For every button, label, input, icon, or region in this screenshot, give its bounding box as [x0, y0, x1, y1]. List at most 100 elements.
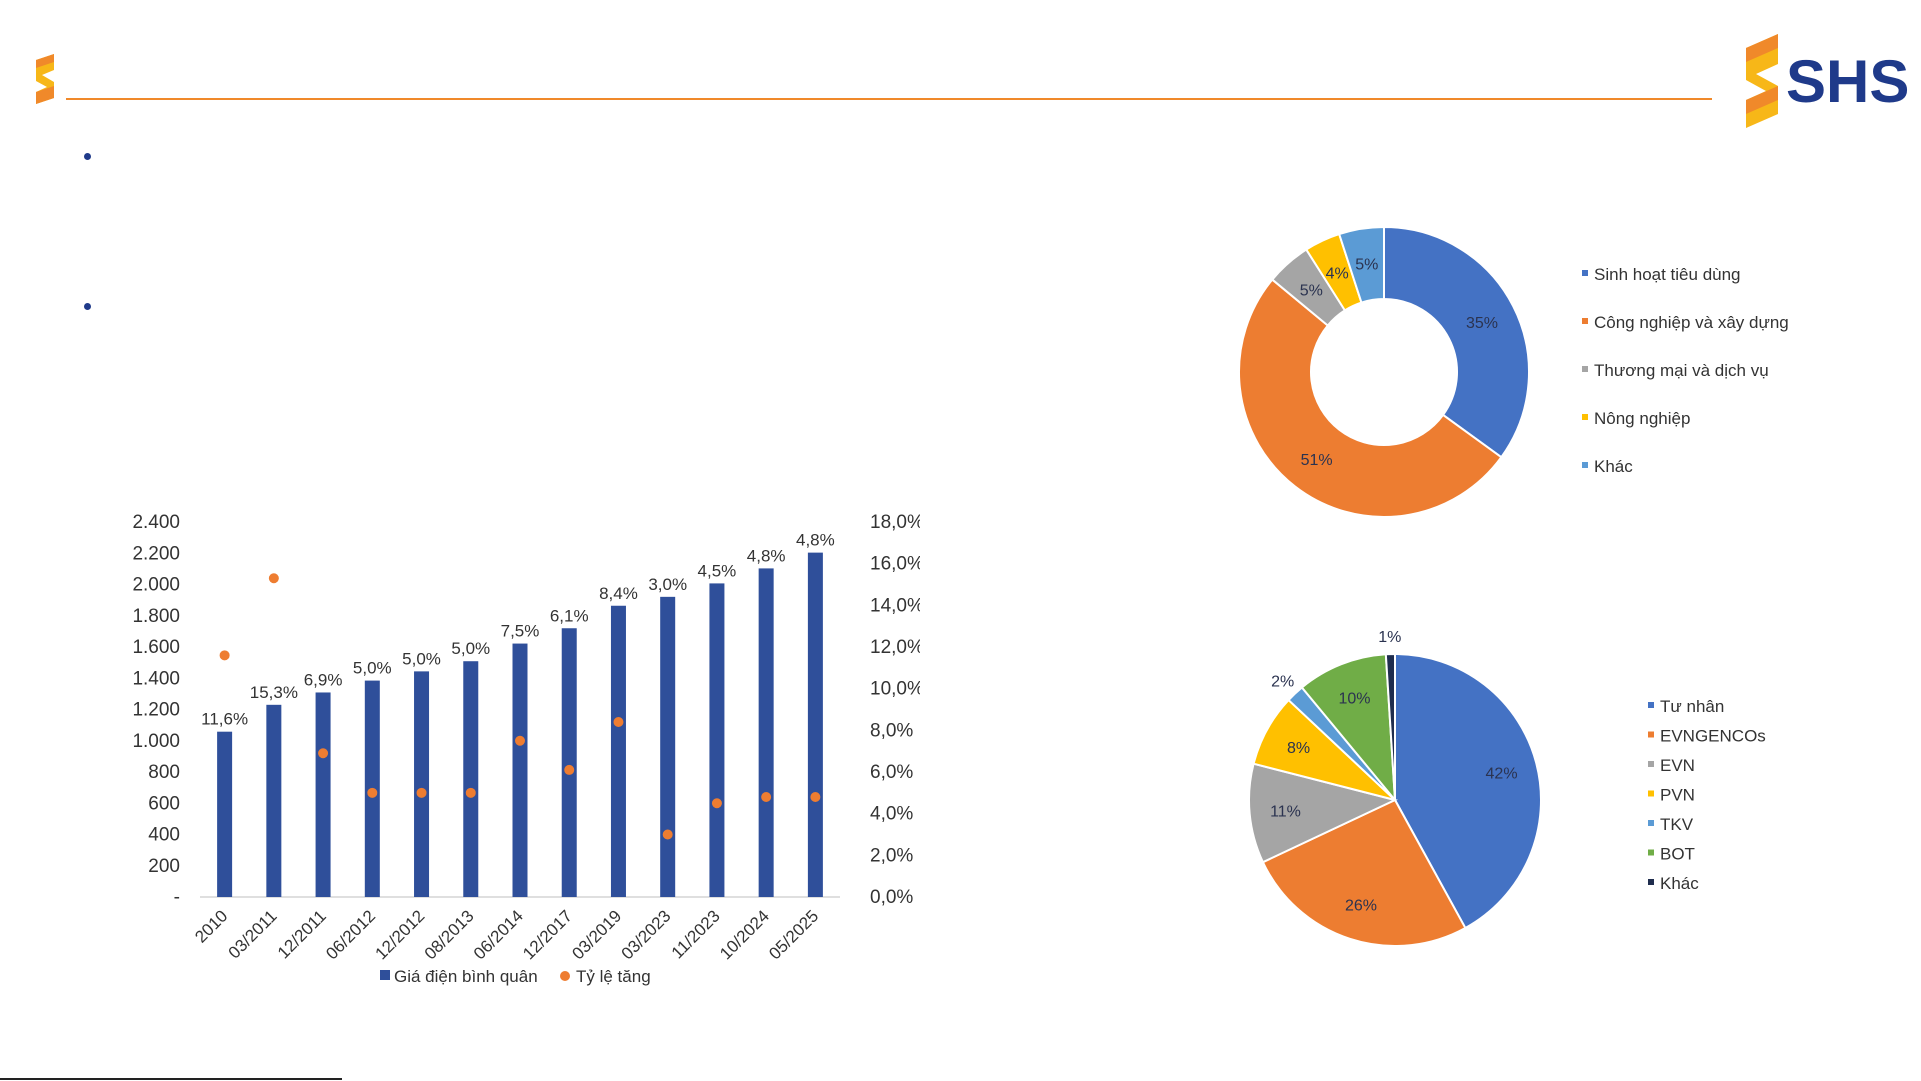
legend-swatch [1648, 790, 1654, 797]
slice-data-label: 11% [1270, 803, 1301, 820]
growth-data-label: 15,3% [250, 683, 298, 702]
legend-swatch-bar [380, 970, 390, 980]
legend-label: Công nghiệp và xây dựng [1594, 313, 1789, 332]
growth-data-label: 4,5% [698, 561, 737, 580]
legend-label: Thương mại và dịch vụ [1594, 361, 1769, 380]
price-bar [561, 628, 577, 897]
legend-label: Tư nhân [1660, 697, 1724, 716]
legend-label: PVN [1660, 786, 1695, 805]
legend-swatch [1648, 879, 1654, 885]
x-tick-label: 03/2011 [225, 906, 281, 962]
y-right-tick-label: 18,0% [870, 512, 920, 533]
growth-data-label: 3,0% [648, 575, 687, 594]
y-left-tick-label: 1.800 [132, 606, 180, 627]
legend-swatch [1648, 820, 1654, 826]
legend-label: Khác [1660, 874, 1699, 893]
x-tick-label: 03/2019 [568, 906, 625, 963]
legend-swatch [1648, 702, 1654, 708]
y-left-tick-label: 400 [148, 825, 180, 846]
growth-point [367, 787, 378, 798]
legend-label: Nông nghiệp [1594, 409, 1690, 428]
y-left-tick-label: 1.400 [132, 668, 180, 689]
legend-swatch [1582, 318, 1588, 324]
y-right-tick-label: 10,0% [870, 679, 920, 700]
x-tick-label: 11/2023 [668, 906, 724, 962]
slice-data-label: 42% [1486, 766, 1518, 783]
growth-point [662, 829, 673, 840]
y-left-tick-label: 2.400 [132, 512, 180, 533]
growth-point [219, 650, 230, 661]
slice-data-label: 26% [1345, 898, 1377, 915]
legend-swatch [1582, 366, 1588, 372]
growth-point [761, 792, 772, 802]
growth-point [613, 717, 624, 727]
legend-label: Giá điện bình quân [394, 967, 538, 986]
price-bar [709, 583, 725, 897]
growth-data-label: 4,8% [796, 531, 835, 550]
price-bar [512, 643, 528, 897]
y-right-tick-label: 2,0% [870, 845, 913, 866]
x-tick-label: 08/2013 [421, 906, 478, 963]
y-right-tick-label: 14,0% [870, 595, 920, 616]
growth-point [416, 787, 427, 798]
y-right-tick-label: 8,0% [870, 720, 913, 741]
header-divider [66, 98, 1712, 100]
y-left-tick-label: - [174, 887, 180, 908]
legend-label: BOT [1660, 845, 1695, 864]
slice-data-label: 51% [1301, 452, 1333, 469]
y-right-tick-label: 6,0% [870, 762, 913, 783]
slice-data-label: 1% [1378, 629, 1401, 646]
legend-swatch [1582, 414, 1588, 420]
y-left-tick-label: 2.000 [132, 575, 180, 596]
legend-label: Tỷ lệ tăng [576, 967, 651, 986]
pie-slice [1261, 798, 1467, 947]
x-tick-label: 06/2014 [470, 906, 527, 963]
y-right-tick-label: 12,0% [870, 637, 920, 658]
brand-mark-small-icon [36, 54, 54, 104]
price-bar-chart: - 200 400 600 800 1.000 1.200 1.400 1.600 1.800 2.… [132, 512, 920, 986]
svg-text:SHS: SHS [1786, 48, 1909, 115]
legend-swatch [1582, 462, 1588, 468]
growth-data-label: 5,0% [353, 659, 392, 678]
pie-slice [1384, 652, 1396, 801]
price-bar [758, 568, 774, 897]
bullet-dot-icon [84, 303, 91, 310]
consumption-donut-chart: 35% Sinh hoạt tiêu dùng 51% Công nghiệp và … [1238, 225, 1789, 518]
legend-swatch-point [560, 971, 570, 981]
growth-point [465, 787, 476, 798]
x-tick-label: 03/2023 [618, 906, 675, 963]
slice-data-label: 35% [1466, 315, 1498, 332]
y-left-tick-label: 800 [148, 762, 180, 783]
legend-label: EVN [1660, 756, 1695, 775]
growth-data-label: 6,9% [304, 670, 343, 689]
legend-swatch [1582, 270, 1588, 276]
slice-data-label: 10% [1338, 691, 1370, 708]
x-tick-label: 2010 [191, 906, 231, 946]
growth-point [515, 735, 525, 746]
x-tick-label: 12/2017 [519, 906, 576, 963]
legend-swatch [1648, 731, 1654, 738]
pie-slice [1300, 653, 1397, 804]
growth-data-label: 5,0% [402, 649, 441, 668]
y-left-tick-label: 1.000 [132, 731, 180, 752]
shs-logo-mark-icon [1746, 34, 1778, 128]
slice-data-label: 5% [1355, 256, 1378, 273]
pie-slice [1238, 278, 1503, 518]
growth-point [810, 792, 821, 802]
legend-swatch [1648, 761, 1654, 767]
growth-data-label: 5,0% [451, 639, 490, 658]
growth-point [318, 748, 329, 759]
growth-data-label: 8,4% [599, 584, 638, 603]
pie-slice [1394, 652, 1542, 930]
x-tick-label: 05/2025 [765, 906, 822, 963]
x-tick-label: 12/2011 [274, 906, 330, 962]
legend-swatch [1648, 849, 1654, 856]
price-bar [315, 692, 331, 897]
growth-data-label: 11,6% [201, 710, 248, 729]
growth-point [268, 573, 279, 584]
y-left-tick-label: 1.200 [132, 700, 180, 721]
price-bar [266, 704, 282, 897]
legend-label: EVNGENCOs [1660, 727, 1766, 746]
y-left-tick-label: 600 [148, 793, 180, 814]
legend-label: Khác [1594, 457, 1633, 476]
